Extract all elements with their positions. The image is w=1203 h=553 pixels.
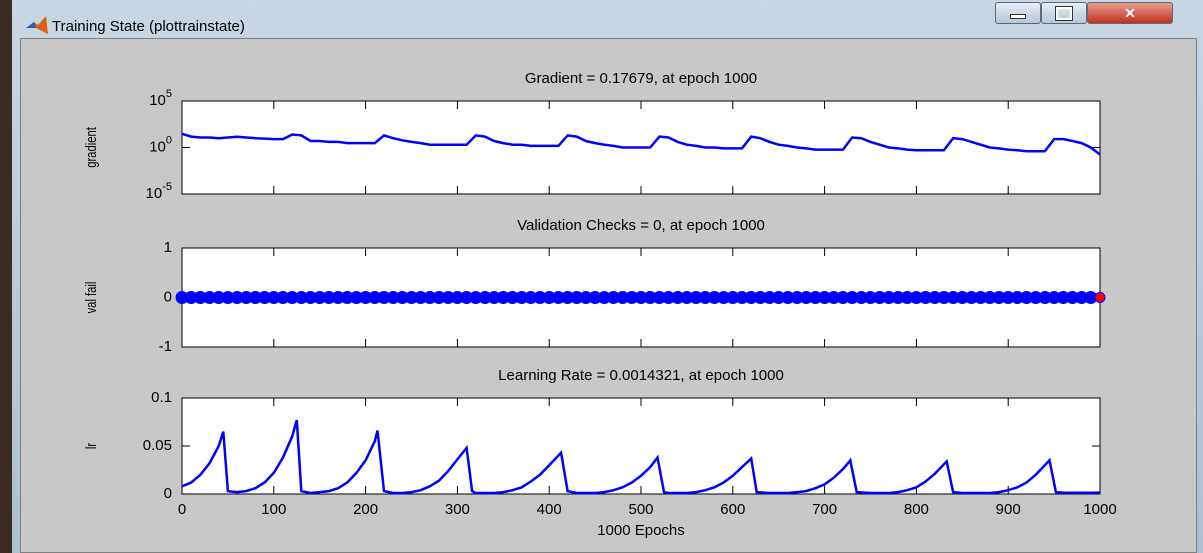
x-tick-label: 900 (996, 501, 1021, 518)
screen: Training State (plottrainstate) ✕ Gradie… (0, 0, 1203, 553)
chart-title: Gradient = 0.17679, at epoch 1000 (525, 70, 757, 87)
x-tick-label: 1000 (1083, 501, 1116, 518)
chart-title: Learning Rate = 0.0014321, at epoch 1000 (498, 367, 784, 384)
y-axis-label: lr (82, 442, 99, 449)
x-tick-label: 500 (628, 501, 653, 518)
close-button[interactable]: ✕ (1087, 2, 1173, 24)
maximize-button[interactable] (1041, 2, 1087, 24)
window: Training State (plottrainstate) ✕ Gradie… (12, 0, 1203, 553)
y-axis-label: gradient (82, 127, 99, 168)
y-tick-label: 100 (149, 134, 172, 155)
x-tick-label: 600 (720, 501, 745, 518)
x-axis-label: 1000 Epochs (597, 522, 685, 539)
y-tick-label: 10-5 (146, 181, 172, 202)
y-tick-label: 0 (164, 485, 172, 502)
title-bar: Training State (plottrainstate) ✕ (12, 0, 1203, 38)
x-tick-label: 800 (904, 501, 929, 518)
y-tick-label: 0 (164, 288, 172, 305)
app-icon (26, 16, 48, 34)
window-title: Training State (plottrainstate) (52, 18, 245, 35)
x-tick-label: 200 (353, 501, 378, 518)
y-tick-label: 105 (149, 88, 172, 109)
y-tick-label: 0.05 (143, 437, 172, 454)
y-tick-label: -1 (159, 338, 172, 355)
x-tick-label: 100 (261, 501, 286, 518)
y-tick-label: 1 (164, 239, 172, 256)
plot-area (182, 398, 1100, 494)
minimize-button[interactable] (995, 2, 1041, 24)
y-tick-label: 0.1 (151, 389, 172, 406)
x-tick-label: 0 (178, 501, 186, 518)
figure: Gradient = 0.17679, at epoch 1000 gradien… (20, 38, 1197, 553)
x-tick-label: 700 (812, 501, 837, 518)
x-tick-label: 300 (445, 501, 470, 518)
chart-title: Validation Checks = 0, at epoch 1000 (517, 217, 765, 234)
data-point (1095, 293, 1105, 303)
y-axis-label: val fail (82, 282, 99, 314)
x-tick-label: 400 (537, 501, 562, 518)
